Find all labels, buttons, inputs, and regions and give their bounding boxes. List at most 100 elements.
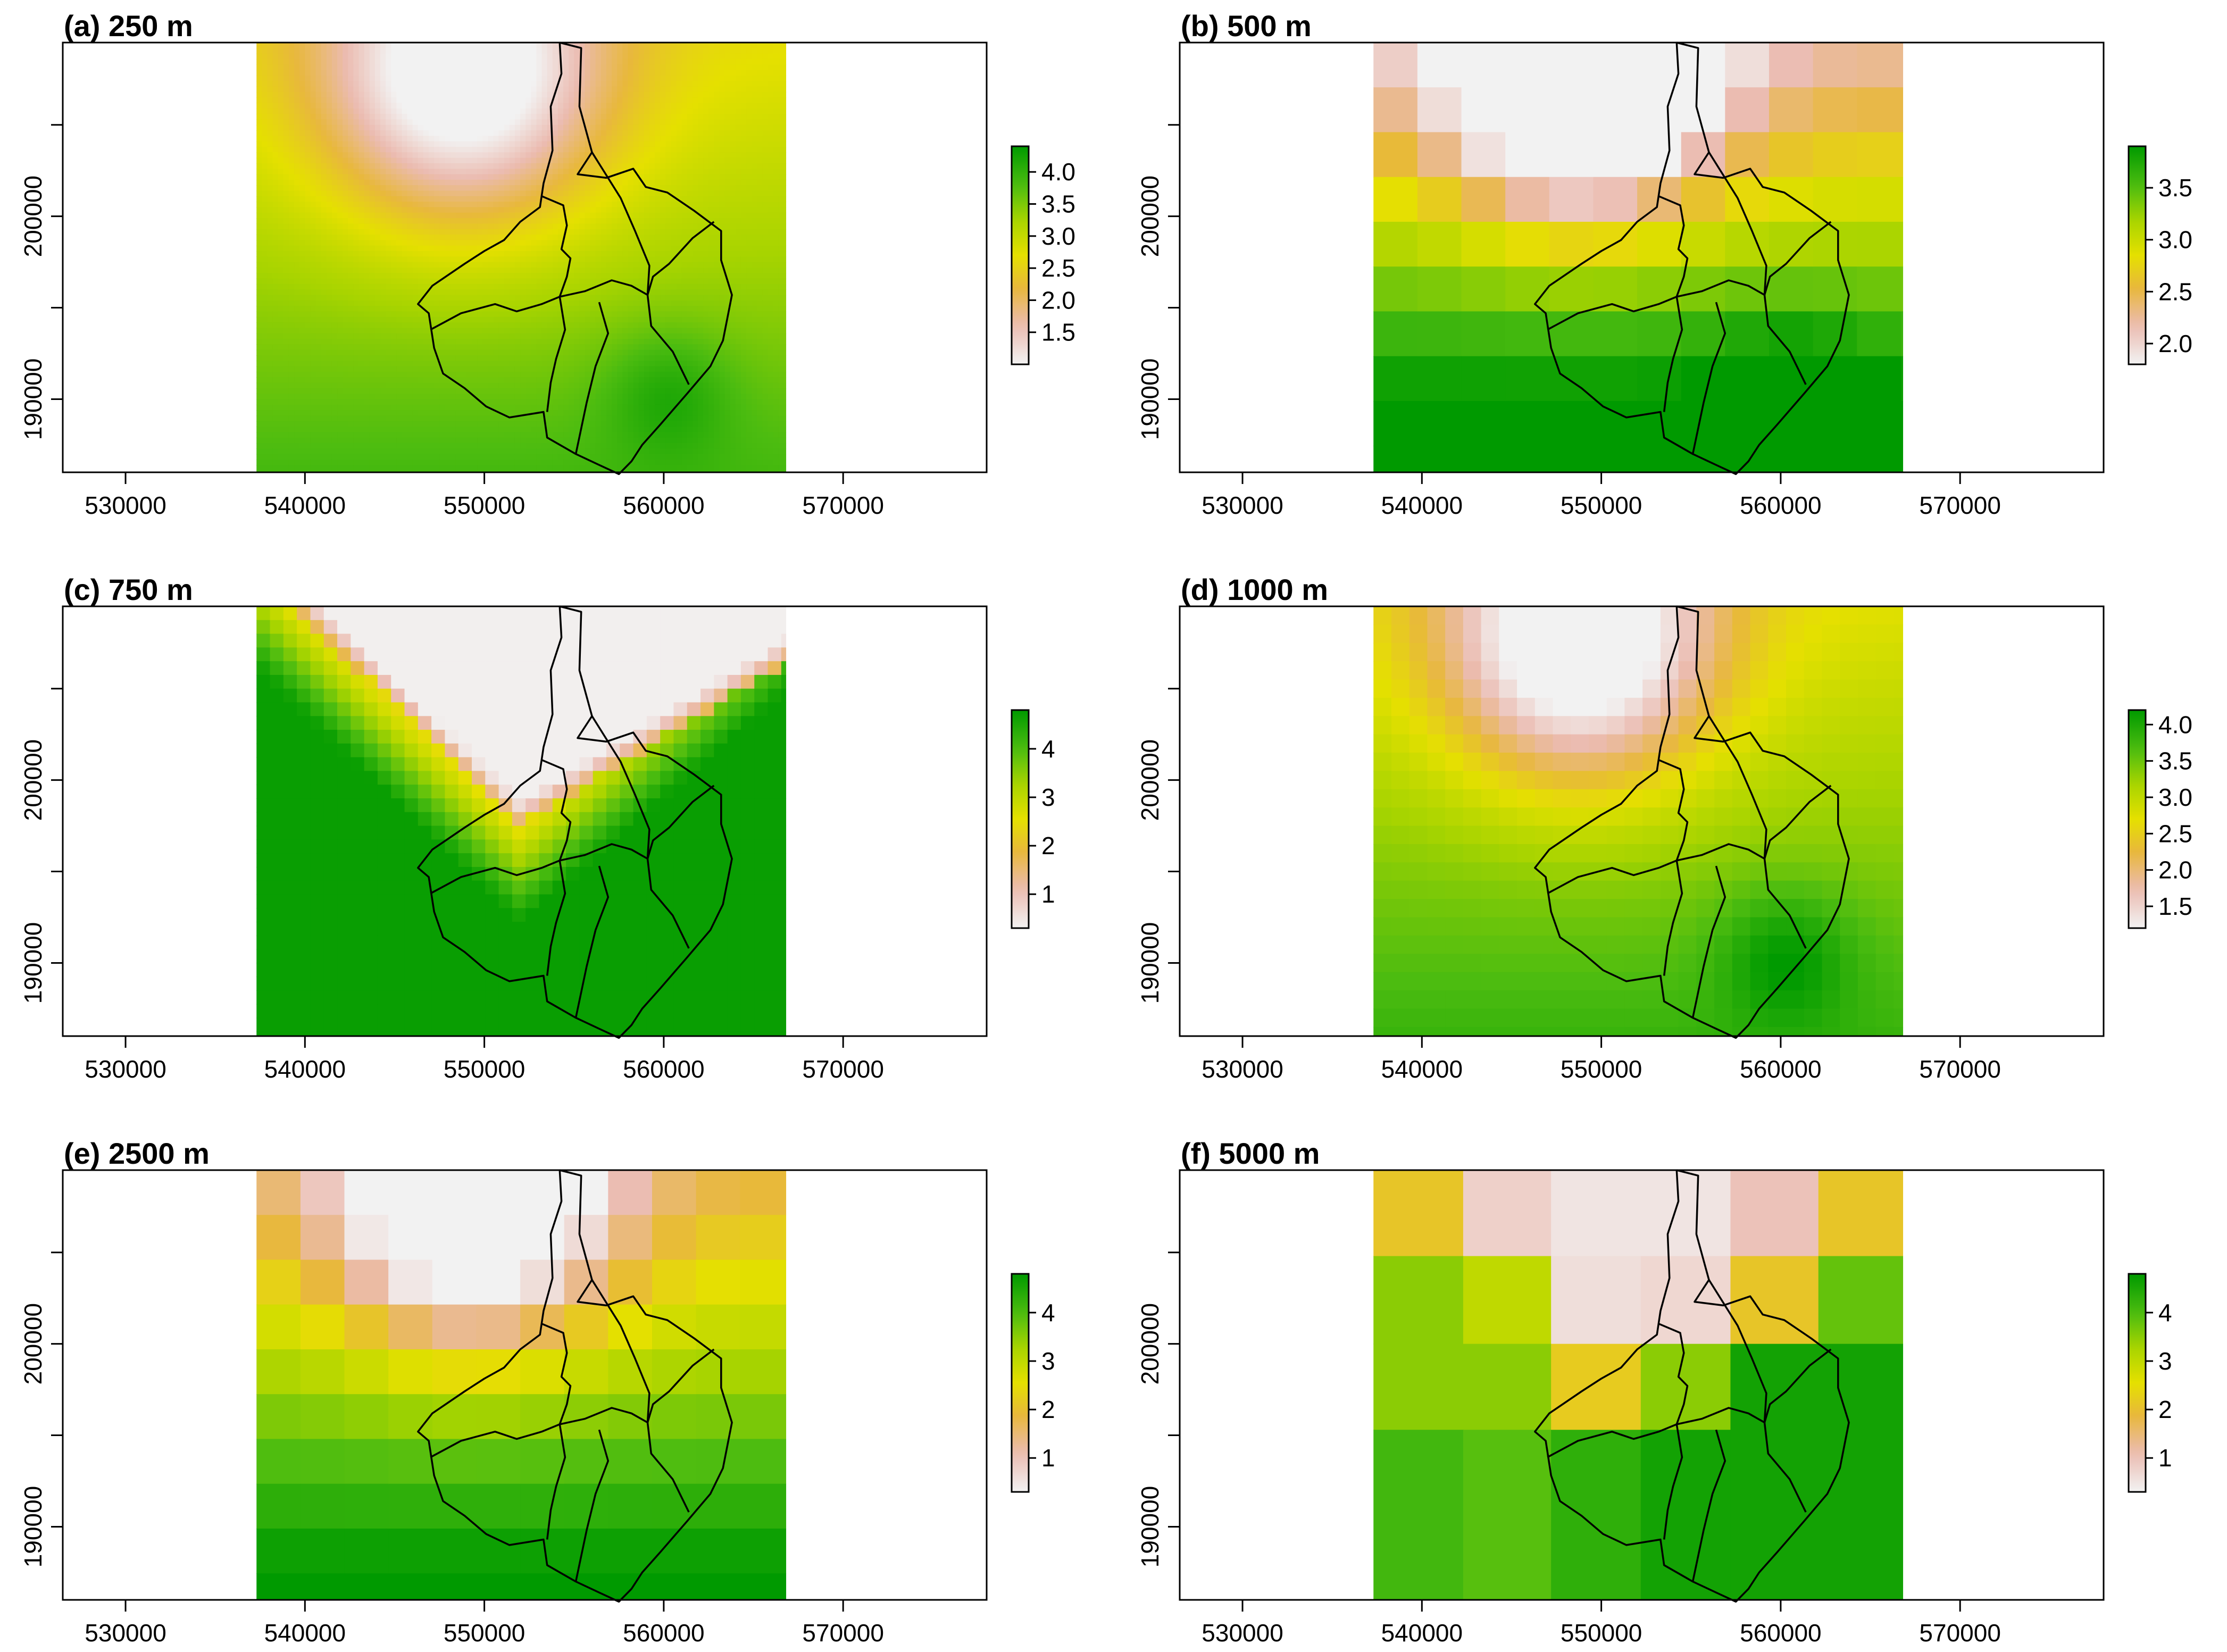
raster-cell: [321, 421, 327, 427]
raster-cell: [364, 218, 370, 224]
raster-cell: [386, 103, 392, 109]
raster-cell: [331, 190, 338, 197]
raster-cell: [343, 108, 349, 114]
raster-cell: [305, 43, 311, 49]
raster-cell: [358, 410, 365, 416]
raster-cell: [299, 245, 306, 252]
raster-cell: [498, 371, 505, 378]
raster-cell: [272, 289, 279, 296]
raster-cell: [472, 64, 478, 71]
raster-cell: [445, 86, 451, 93]
raster-cell: [374, 427, 381, 433]
raster-cell: [509, 218, 515, 224]
raster-cell: [364, 465, 370, 471]
raster-cell: [439, 124, 446, 131]
raster-cell: [488, 81, 494, 87]
raster-cell: [509, 146, 515, 153]
raster-cell: [585, 262, 591, 268]
raster-cell: [526, 130, 532, 137]
raster-cell: [283, 174, 289, 180]
raster-cell: [466, 108, 472, 114]
raster-cell: [337, 454, 343, 460]
raster-cell: [337, 366, 343, 372]
raster-cell: [569, 141, 575, 147]
raster-cell: [541, 311, 548, 318]
raster-cell: [343, 300, 349, 306]
raster-cell: [391, 207, 397, 213]
raster-cell: [262, 355, 268, 362]
raster-cell: [493, 465, 499, 471]
raster-cell: [514, 448, 521, 455]
raster-cell: [472, 114, 478, 120]
raster-cell: [337, 212, 343, 219]
raster-cell: [331, 202, 338, 208]
raster-cell: [331, 344, 338, 351]
raster-cell: [477, 81, 483, 87]
raster-cell: [374, 53, 381, 60]
raster-cell: [504, 322, 510, 329]
raster-cell: [262, 146, 268, 153]
raster-cell: [531, 91, 537, 98]
raster-cell: [498, 262, 505, 268]
raster-cell: [466, 427, 472, 433]
raster-cell: [358, 86, 365, 93]
raster-cell: [310, 235, 316, 241]
raster-cell: [299, 322, 306, 329]
raster-cell: [374, 361, 381, 367]
raster-cell: [369, 366, 376, 372]
raster-cell: [310, 394, 316, 400]
raster-cell: [455, 70, 462, 76]
raster-cell: [547, 300, 553, 306]
raster-cell: [331, 454, 338, 460]
raster-cell: [450, 75, 456, 82]
raster-cell: [493, 448, 499, 455]
raster-cell: [526, 421, 532, 427]
raster-cell: [364, 256, 370, 263]
raster-cell: [262, 344, 268, 351]
raster-cell: [585, 91, 591, 98]
raster-cell: [272, 404, 279, 411]
raster-cell: [364, 185, 370, 191]
raster-cell: [547, 273, 553, 279]
raster-cell: [526, 382, 532, 389]
raster-cell: [396, 152, 403, 158]
raster-cell: [536, 114, 543, 120]
raster-cell: [310, 333, 316, 339]
raster-cell: [450, 114, 456, 120]
raster-cell: [450, 289, 456, 296]
raster-cell: [488, 355, 494, 362]
raster-cell: [557, 229, 564, 235]
raster-cell: [472, 169, 478, 175]
raster-cell: [396, 157, 403, 164]
raster-cell: [434, 218, 440, 224]
raster-cell: [391, 229, 397, 235]
raster-cell: [283, 75, 289, 82]
raster-cell: [348, 196, 354, 202]
raster-cell: [520, 53, 526, 60]
raster-cell: [557, 427, 564, 433]
raster-cell: [353, 114, 360, 120]
raster-cell: [402, 410, 408, 416]
raster-cell: [418, 377, 424, 383]
raster-cell: [321, 43, 327, 49]
raster-cell: [348, 339, 354, 345]
raster-cell: [299, 443, 306, 449]
raster-cell: [445, 437, 451, 444]
raster-cell: [262, 229, 268, 235]
raster-cell: [520, 366, 526, 372]
raster-cell: [331, 328, 338, 334]
raster-cell: [278, 119, 284, 126]
raster-cell: [256, 218, 263, 224]
raster-cell: [262, 470, 268, 472]
raster-cell: [585, 190, 591, 197]
raster-cell: [396, 328, 403, 334]
raster-cell: [412, 421, 419, 427]
raster-cell: [504, 114, 510, 120]
raster-cell: [455, 245, 462, 252]
raster-cell: [488, 59, 494, 65]
raster-cell: [574, 114, 580, 120]
raster-cell: [493, 108, 499, 114]
raster-cell: [321, 251, 327, 257]
raster-cell: [520, 146, 526, 153]
raster-cell: [337, 377, 343, 383]
